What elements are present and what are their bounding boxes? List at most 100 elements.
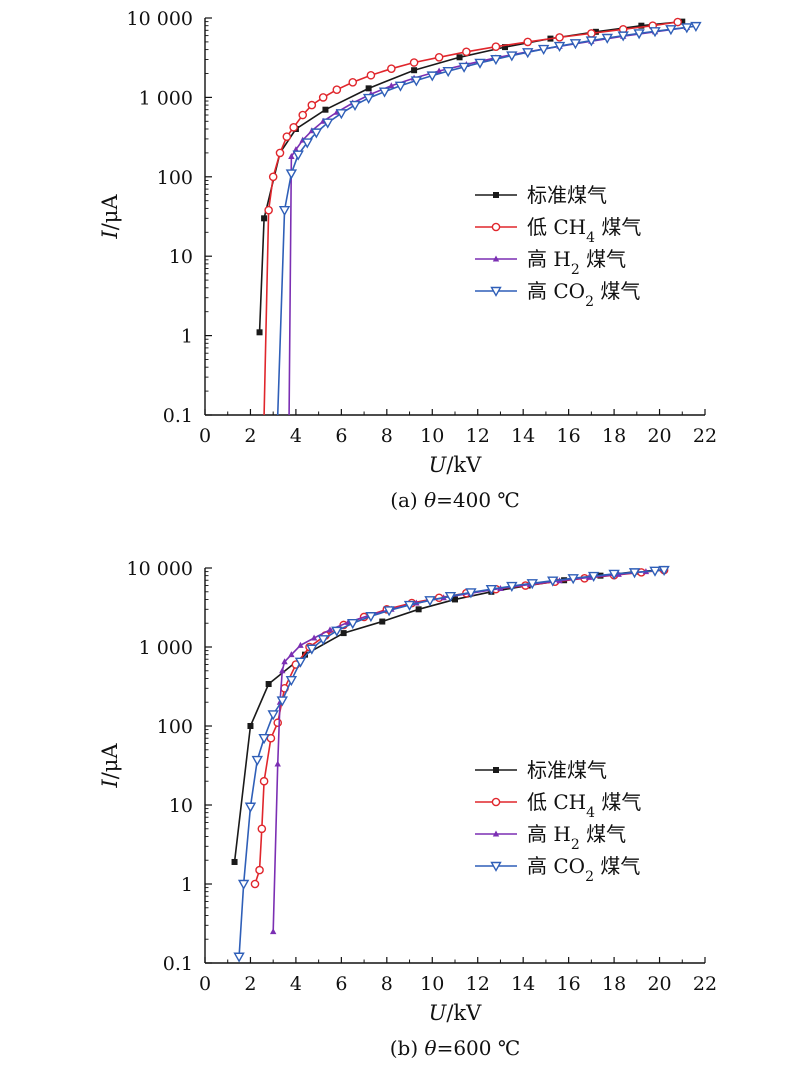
chart-panel-b: 0 2 4 6 8 10 12 14 16 18 20 22 0.1 1 10 100 1 000 10 000 U… (98, 558, 717, 1060)
data-point (638, 22, 645, 29)
legend-swatch-marker (492, 255, 500, 262)
data-point (265, 681, 272, 688)
data-point (462, 47, 471, 57)
data-point (233, 952, 245, 963)
data-point (649, 566, 661, 577)
data-point (244, 802, 257, 813)
series-line (233, 568, 665, 863)
data-point (365, 85, 372, 92)
data-point (340, 630, 347, 637)
plot-area (256, 17, 702, 415)
data-point (569, 39, 582, 50)
x-tick-label: 0 (199, 973, 211, 995)
data-point (506, 581, 518, 593)
data-point (537, 44, 550, 56)
data-point (424, 596, 436, 607)
x-tick-label: 0 (199, 425, 211, 447)
data-point (322, 118, 334, 129)
data-point (255, 865, 264, 875)
data-point (465, 588, 477, 599)
y-tick-label: 10 (169, 795, 193, 817)
data-point (592, 28, 599, 35)
data-point (285, 675, 298, 687)
data-point (658, 565, 670, 577)
data-point (349, 100, 361, 112)
data-point (285, 169, 298, 180)
data-point (335, 109, 348, 120)
data-point (617, 31, 629, 42)
x-tick-label: 22 (693, 425, 717, 447)
legend-item: 高 CO2 煤气 (475, 854, 640, 885)
data-point (506, 51, 518, 62)
data-point (452, 596, 458, 603)
x-tick-label: 6 (335, 973, 347, 995)
data-point (434, 52, 444, 62)
data-point (264, 205, 273, 215)
data-point (442, 66, 454, 78)
data-point (332, 85, 342, 95)
series-high_co2 (276, 21, 702, 415)
data-point (298, 110, 308, 120)
data-point (302, 651, 308, 658)
data-point (409, 58, 419, 67)
legend-swatch-marker (490, 861, 502, 872)
y-tick-label: 10 000 (127, 558, 193, 580)
data-point (444, 591, 457, 603)
data-point (474, 58, 486, 69)
data-point (673, 17, 683, 27)
x-tick-label: 18 (602, 973, 626, 995)
series-standard (231, 566, 668, 865)
data-point (294, 657, 307, 668)
y-tick-label: 10 (169, 246, 193, 268)
series-high_h2 (269, 566, 668, 935)
data-point (348, 77, 358, 87)
plot-area (231, 565, 670, 963)
data-point (526, 579, 538, 590)
data-point (649, 27, 661, 38)
data-point (307, 100, 317, 110)
x-tick-label: 12 (466, 973, 490, 995)
y-tick-label: 1 (181, 874, 193, 896)
y-tick-label: 100 (157, 167, 193, 189)
data-point (587, 571, 600, 583)
data-point (567, 574, 579, 585)
data-point (601, 33, 613, 44)
legend-label: 低 CH4 煤气 (527, 215, 641, 246)
data-point (310, 634, 318, 641)
y-tick-label: 1 000 (139, 637, 193, 659)
y-axis-title: I/μA (98, 743, 122, 789)
legend-item: 高 H2 煤气 (475, 247, 626, 278)
data-point (301, 138, 313, 149)
data-point (347, 619, 359, 630)
data-point (259, 776, 269, 786)
legend-swatch-marker (493, 192, 499, 198)
panel-caption: (a) θ=400 ℃ (390, 488, 520, 512)
data-point (275, 148, 285, 158)
data-point (388, 82, 395, 89)
data-point (278, 205, 291, 217)
y-tick-label: 0.1 (163, 405, 193, 427)
x-tick-label: 8 (381, 973, 393, 995)
x-axis-title: U/kV (429, 453, 483, 477)
x-tick-label: 14 (511, 425, 535, 447)
data-point (456, 54, 463, 61)
data-point (553, 41, 566, 53)
data-point (251, 755, 263, 767)
legend-label: 高 CO2 煤气 (527, 854, 640, 885)
legend-item: 高 CO2 煤气 (475, 279, 640, 310)
series-high_co2 (233, 565, 670, 963)
data-point (289, 123, 298, 132)
data-point (415, 606, 422, 613)
data-point (547, 576, 559, 587)
data-point (411, 67, 418, 74)
y-tick-label: 10 000 (127, 8, 193, 30)
x-tick-label: 10 (420, 425, 444, 447)
x-tick-label: 16 (557, 973, 581, 995)
data-point (258, 734, 270, 745)
data-point (231, 858, 238, 865)
data-point (681, 23, 693, 34)
data-point (274, 760, 281, 767)
data-point (522, 48, 534, 59)
